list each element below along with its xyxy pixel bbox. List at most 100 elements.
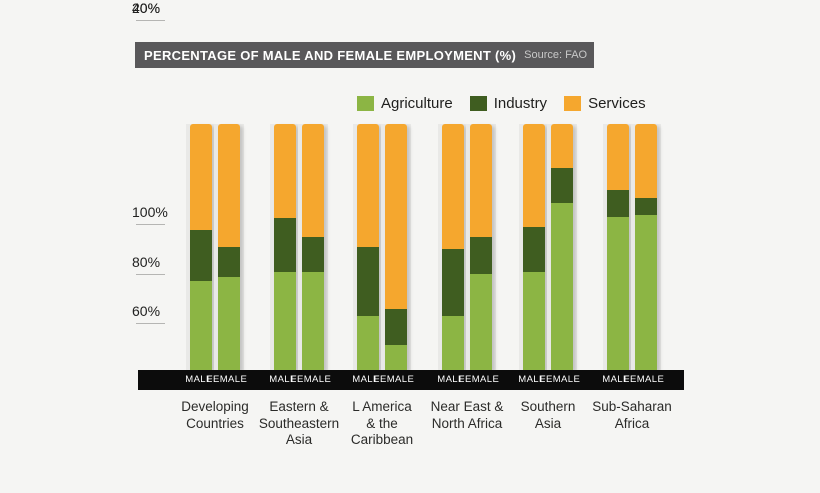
legend: Agriculture Industry Services <box>357 95 663 112</box>
bar-segment-agriculture <box>635 215 657 370</box>
bar-sub-saharan-africa-female <box>635 124 657 370</box>
bar-segment-services <box>302 124 324 238</box>
group-label-line: Southeastern <box>258 415 340 431</box>
bar-segment-agriculture <box>470 274 492 370</box>
group-label-line: Developing <box>181 399 249 414</box>
sex-label-male: MALE <box>437 374 465 385</box>
bar-segment-agriculture <box>607 217 629 370</box>
sex-label-female: FEMALE <box>539 374 581 385</box>
tick-line <box>136 274 165 275</box>
bar-segment-industry <box>523 227 545 272</box>
group-label-line: Asia <box>534 415 562 431</box>
sex-label-female: FEMALE <box>290 374 332 385</box>
bar-near-east-north-africa-male <box>442 124 464 370</box>
group-label-eastern-southeastern-asia: Eastern & Southeastern Asia <box>234 399 364 449</box>
y-axis-tick-60: 60% <box>132 303 174 324</box>
legend-label: Industry <box>493 95 548 112</box>
bar-segment-industry <box>385 308 407 346</box>
bar-southern-asia-male <box>523 124 545 370</box>
bar-developing-countries-male <box>190 124 212 370</box>
sex-label-male: MALE <box>269 374 297 385</box>
bar-segment-agriculture <box>190 281 212 370</box>
group-label-sub-saharan-africa: Sub-Saharan Africa <box>567 399 697 432</box>
group-label-line: Near East & <box>430 399 504 414</box>
group-label-line: Africa <box>614 415 650 431</box>
bar-segment-industry <box>442 249 464 316</box>
group-label-l-america-the-caribbean: L America & the Caribbean <box>317 399 447 449</box>
sex-label-female: FEMALE <box>623 374 665 385</box>
bar-segment-agriculture <box>218 276 240 370</box>
bar-segment-industry <box>274 217 296 272</box>
bar-segment-services <box>470 124 492 238</box>
bar-segment-services <box>190 124 212 230</box>
sex-label-female: FEMALE <box>373 374 415 385</box>
bar-segment-agriculture <box>302 271 324 370</box>
bar-segment-agriculture <box>442 315 464 370</box>
group-label-line: Sub-Saharan <box>592 399 672 414</box>
legend-item-industry: Industry <box>469 95 548 112</box>
sex-label-male: MALE <box>602 374 630 385</box>
bar-eastern-southeastern-asia-male <box>274 124 296 370</box>
chart-title: PERCENTAGE OF MALE AND FEMALE EMPLOYMENT… <box>144 47 517 63</box>
sex-label-male: MALE <box>185 374 213 385</box>
group-label-southern-asia: Southern Asia <box>483 399 613 432</box>
services-swatch-icon <box>564 96 582 111</box>
sex-label-male: MALE <box>518 374 546 385</box>
bar-developing-countries-female <box>218 124 240 370</box>
bar-segment-services <box>385 124 407 309</box>
bar-segment-services <box>635 124 657 198</box>
bar-segment-industry <box>607 190 629 218</box>
bar-segment-industry <box>302 237 324 272</box>
bar-segment-agriculture <box>274 271 296 370</box>
y-axis-tick-80: 80% <box>132 254 174 275</box>
sex-label-female: FEMALE <box>206 374 248 385</box>
sex-label-female: FEMALE <box>458 374 500 385</box>
industry-swatch-icon <box>469 96 487 111</box>
bar-segment-services <box>357 124 379 248</box>
tick-line <box>136 323 165 324</box>
bar-sub-saharan-africa-male <box>607 124 629 370</box>
group-label-line: Eastern & <box>269 399 329 414</box>
bar-segment-industry <box>190 229 212 282</box>
legend-label: Agriculture <box>381 95 453 112</box>
bar-segment-agriculture <box>551 202 573 370</box>
bar-l-america-the-caribbean-male <box>357 124 379 370</box>
group-label-line: Countries <box>186 415 244 431</box>
bar-eastern-southeastern-asia-female <box>302 124 324 370</box>
legend-item-services: Services <box>564 95 646 112</box>
group-label-near-east-north-africa: Near East & North Africa <box>402 399 532 432</box>
y-axis-tick-20: 20% <box>132 0 174 21</box>
legend-item-agriculture: Agriculture <box>357 95 453 112</box>
legend-label: Services <box>588 95 646 112</box>
group-label-line: North Africa <box>431 415 503 431</box>
group-label-line: Caribbean <box>350 432 414 447</box>
chart-title-bar: PERCENTAGE OF MALE AND FEMALE EMPLOYMENT… <box>135 42 594 68</box>
group-label-line: Southern <box>520 399 576 414</box>
bar-segment-services <box>218 124 240 248</box>
bar-near-east-north-africa-female <box>470 124 492 370</box>
bar-segment-services <box>274 124 296 218</box>
bar-segment-services <box>442 124 464 250</box>
bar-segment-industry <box>357 247 379 316</box>
bar-l-america-the-caribbean-female <box>385 124 407 370</box>
group-label-line: & the <box>366 415 398 431</box>
tick-line <box>136 224 165 225</box>
bar-segment-services <box>607 124 629 191</box>
bar-segment-industry <box>635 197 657 216</box>
group-label-developing-countries: Developing Countries <box>150 399 280 432</box>
bar-segment-services <box>523 124 545 228</box>
y-axis-tick-100: 100% <box>132 204 174 225</box>
bar-segment-services <box>551 124 573 169</box>
tick-line <box>136 20 165 21</box>
x-axis-band: MALE FEMALE MALE FEMALE MALE FEMALE MALE FEMALE… <box>138 370 684 390</box>
bar-segment-industry <box>218 247 240 277</box>
agriculture-swatch-icon <box>357 96 374 111</box>
bar-segment-industry <box>470 237 492 275</box>
bar-segment-agriculture <box>385 345 407 370</box>
bar-segment-agriculture <box>357 315 379 370</box>
sex-label-male: MALE <box>352 374 380 385</box>
group-label-line: Asia <box>285 432 313 447</box>
bar-segment-agriculture <box>523 271 545 370</box>
